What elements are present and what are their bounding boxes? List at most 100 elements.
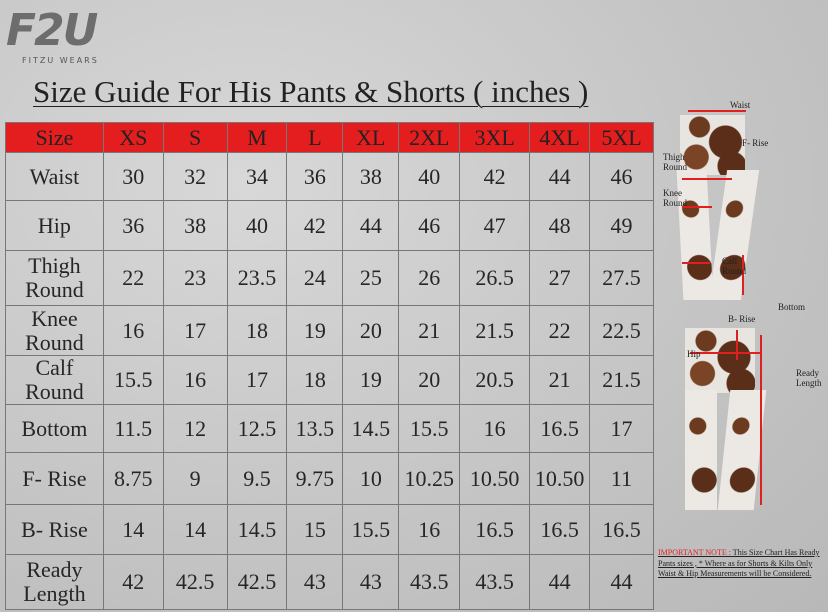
note-text: This Size Chart Has Ready Pants sizes , … — [658, 548, 820, 578]
page-title: Size Guide For His Pants & Shorts ( inch… — [33, 74, 589, 109]
table-row: F- Rise 8.75 9 9.5 9.75 10 10.25 10.50 10.50 11 — [5, 452, 654, 505]
row-label: Waist — [5, 152, 104, 201]
table-cell: 26 — [398, 250, 461, 306]
row-label: Hip — [5, 200, 104, 251]
b-rise-line — [736, 330, 738, 360]
table-header-row: Size XS S M L XL 2XL 3XL 4XL 5XL — [5, 122, 654, 153]
table-cell: 20 — [398, 355, 461, 405]
ready-length-line — [760, 335, 762, 505]
row-label-line: Round — [25, 277, 84, 302]
table-cell: 32 — [162, 152, 228, 201]
table-cell: 23.5 — [226, 250, 288, 306]
table-cell: 42 — [459, 152, 531, 201]
table-cell: 8.75 — [102, 452, 164, 505]
row-label-line: Hip — [37, 212, 71, 238]
thigh-line — [682, 178, 732, 180]
table-cell: 24 — [286, 250, 344, 306]
table-row: Waist 30 32 34 36 38 40 42 44 46 — [5, 152, 654, 201]
row-label: Calf Round — [5, 355, 104, 405]
label-bottom: Bottom — [778, 302, 806, 312]
table-cell: 48 — [529, 200, 591, 251]
row-label-line: Ready — [26, 557, 83, 582]
table-cell: 12.5 — [226, 404, 288, 453]
table-cell: 18 — [286, 355, 344, 405]
row-label: B- Rise — [5, 504, 104, 555]
hip-line — [690, 352, 762, 354]
row-label: Ready Length — [5, 554, 104, 610]
front-right-leg — [708, 170, 760, 300]
row-label-line: Knee — [31, 305, 78, 331]
row-label: Knee Round — [5, 305, 104, 356]
knee-line — [682, 206, 712, 208]
back-left-leg — [685, 390, 717, 510]
size-header-cell: XL — [342, 122, 400, 153]
label-f-rise: F- Rise — [742, 138, 769, 148]
table-cell: 42.5 — [226, 554, 288, 610]
table-cell: 15.5 — [102, 355, 164, 405]
logo-tagline: FITZU WEARS — [22, 56, 99, 65]
table-cell: 14.5 — [342, 404, 400, 453]
table-row: Bottom 11.5 12 12.5 13.5 14.5 15.5 16 16.5 17 — [5, 404, 654, 453]
brand-logo: F2U FITZU WEARS — [6, 6, 131, 66]
table-cell: 22 — [102, 250, 164, 306]
size-header-cell: L — [286, 122, 344, 153]
table-cell: 26.5 — [459, 250, 531, 306]
table-cell: 17 — [226, 355, 288, 405]
table-cell: 40 — [398, 152, 461, 201]
table-cell: 9 — [162, 452, 228, 505]
row-label-line: Bottom — [21, 415, 88, 441]
table-cell: 46 — [589, 152, 654, 201]
table-cell: 44 — [529, 152, 591, 201]
label-thigh-round: Thigh Round — [663, 152, 688, 172]
table-cell: 14.5 — [226, 504, 288, 555]
table-cell: 22.5 — [589, 305, 654, 356]
size-column-header: Size — [5, 122, 104, 153]
table-row: Ready Length 42 42.5 42.5 43 43 43.5 43.5 44 44 — [5, 554, 654, 610]
size-header-cell: 5XL — [589, 122, 654, 153]
table-cell: 20 — [342, 305, 400, 356]
table-cell: 21.5 — [589, 355, 654, 405]
table-cell: 44 — [589, 554, 654, 610]
row-label: F- Rise — [5, 452, 104, 505]
table-cell: 19 — [286, 305, 344, 356]
table-cell: 42 — [286, 200, 344, 251]
table-cell: 46 — [398, 200, 461, 251]
measurement-diagram: Waist F- Rise Thigh Round Knee Round Cal… — [660, 100, 828, 540]
table-cell: 16 — [102, 305, 164, 356]
table-cell: 10 — [342, 452, 400, 505]
table-row: B- Rise 14 14 14.5 15 15.5 16 16.5 16.5 16.5 — [5, 504, 654, 555]
table-cell: 21 — [529, 355, 591, 405]
table-cell: 21.5 — [459, 305, 531, 356]
table-cell: 43.5 — [459, 554, 531, 610]
table-cell: 15 — [286, 504, 344, 555]
label-calf-round: Calf Round — [722, 256, 747, 276]
table-cell: 12 — [162, 404, 228, 453]
table-cell: 16 — [459, 404, 531, 453]
table-cell: 47 — [459, 200, 531, 251]
table-cell: 21 — [398, 305, 461, 356]
table-cell: 38 — [342, 152, 400, 201]
table-cell: 9.75 — [286, 452, 344, 505]
table-cell: 10.25 — [398, 452, 461, 505]
label-ready-length: Ready Length — [796, 368, 822, 388]
calf-line — [682, 262, 710, 264]
size-header-cell: 2XL — [398, 122, 461, 153]
row-label: Thigh Round — [5, 250, 104, 306]
table-cell: 18 — [226, 305, 288, 356]
table-cell: 44 — [342, 200, 400, 251]
table-cell: 25 — [342, 250, 400, 306]
table-cell: 16 — [162, 355, 228, 405]
bottom-line — [742, 255, 744, 295]
table-cell: 16 — [398, 504, 461, 555]
back-right-leg — [717, 390, 767, 510]
table-row: Calf Round 15.5 16 17 18 19 20 20.5 21 21.5 — [5, 355, 654, 405]
table-cell: 22 — [529, 305, 591, 356]
row-label-line: Calf — [35, 355, 74, 380]
table-cell: 9.5 — [226, 452, 288, 505]
table-cell: 44 — [529, 554, 591, 610]
size-header-cell: XS — [102, 122, 164, 153]
table-cell: 17 — [162, 305, 228, 356]
table-row: Knee Round 16 17 18 19 20 21 21.5 22 22.5 — [5, 305, 654, 356]
logo-mark: F2U — [6, 5, 98, 56]
table-cell: 10.50 — [459, 452, 531, 505]
